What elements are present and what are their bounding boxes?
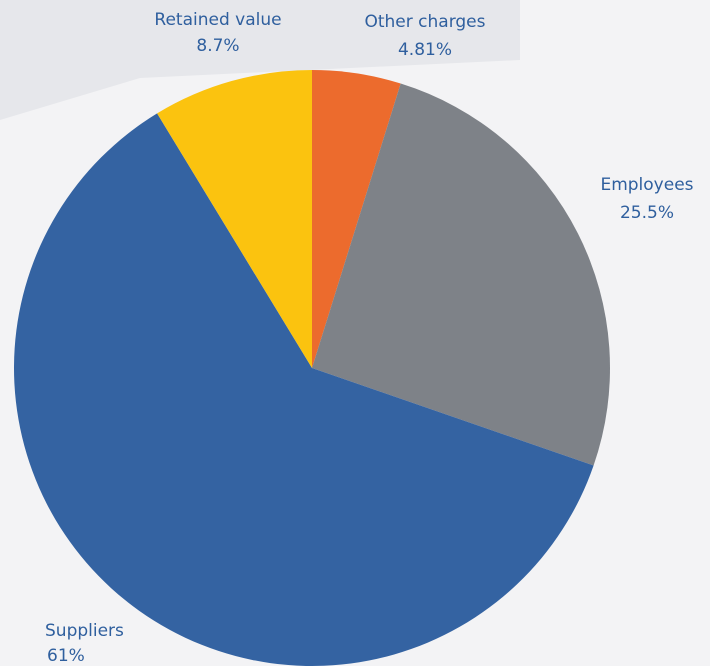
slice-value-label: 4.81% [398,40,452,60]
pie-slice [13,113,594,666]
slice-value-label: 25.5% [620,203,674,223]
slice-label: Employees [600,175,693,195]
slice-value-label: 61% [47,646,85,666]
slice-label: Retained value [154,10,281,30]
pie [13,70,610,666]
labels: Other charges 4.81% Employees 25.5% Supplier… [45,10,694,666]
pie-slice [157,70,312,368]
slice-label: Other charges [364,12,485,32]
header-band [0,0,520,120]
slice-label: Suppliers [45,621,124,641]
pie-slice [312,70,401,368]
pie-slice [312,83,610,466]
slice-value-label: 8.7% [196,36,239,56]
